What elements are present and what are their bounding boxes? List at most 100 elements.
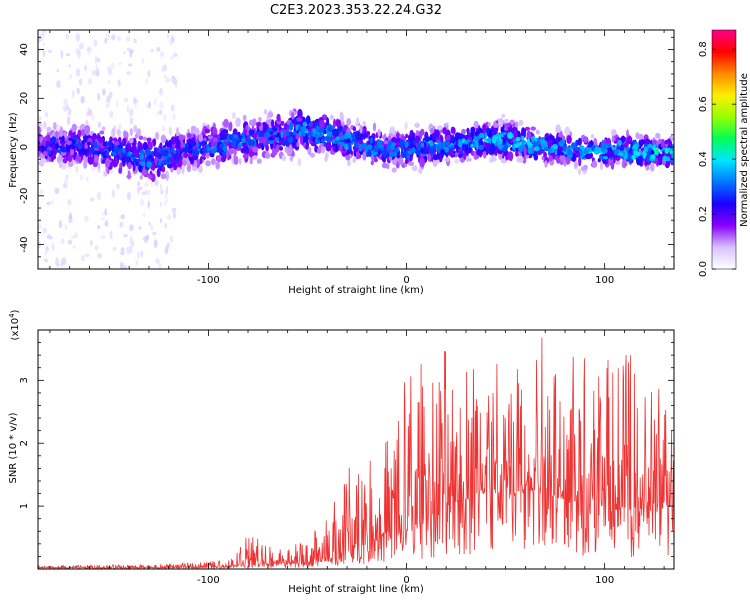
spectrogram-blob xyxy=(288,122,294,131)
spectrogram-blob xyxy=(38,161,42,166)
spectrogram-blob xyxy=(191,166,198,171)
spectrogram-blob xyxy=(146,137,152,142)
spectrogram-hotspot xyxy=(81,148,88,154)
spectrogram-blob xyxy=(107,80,111,84)
spectrogram-hotspot xyxy=(90,148,95,153)
spectrogram-blob xyxy=(142,136,147,141)
spectrogram-blob xyxy=(233,155,239,165)
spectrogram-blob xyxy=(169,235,174,243)
spectrogram-hotspot xyxy=(347,142,351,148)
y-tick-label: 2 xyxy=(19,440,30,446)
spectrogram-blob xyxy=(43,258,49,263)
spectrogram-blob xyxy=(296,141,300,148)
spectrogram-blob xyxy=(150,225,153,231)
spectrogram-blob xyxy=(146,103,149,109)
spectrogram-blob xyxy=(297,108,303,119)
spectrogram-hotspot xyxy=(491,138,497,144)
spectrogram-blob xyxy=(168,126,173,136)
spectrogram-blob xyxy=(623,161,628,167)
spectrogram-blob xyxy=(140,199,145,206)
spectrogram-hotspot xyxy=(241,137,246,143)
spectrogram-blob xyxy=(193,127,200,136)
spectrogram-blob xyxy=(97,225,101,230)
spectrogram-blob xyxy=(305,115,311,126)
spectrogram-hotspot xyxy=(596,147,602,152)
spectrogram-blob xyxy=(345,155,351,161)
spectrogram-blob xyxy=(639,139,646,145)
spectrogram-blob xyxy=(611,129,617,136)
spectrogram-blob xyxy=(102,126,106,131)
spectrogram-blob xyxy=(530,126,536,131)
spectrogram-blob xyxy=(75,48,81,56)
spectrogram-hotspot xyxy=(391,142,396,147)
spectrogram-blob xyxy=(566,135,572,144)
spectrogram-blob xyxy=(391,167,397,173)
spectrogram-blob xyxy=(272,142,277,150)
spectrogram-blob xyxy=(79,174,83,181)
spectrogram-blob xyxy=(164,246,169,255)
spectrogram-blob xyxy=(159,142,163,151)
spectrogram-blob xyxy=(68,108,72,116)
spectrogram-hotspot xyxy=(140,160,146,167)
spectrogram-blob xyxy=(56,69,60,73)
y-tick-label: 20 xyxy=(19,92,30,105)
spectrogram-blob xyxy=(278,140,283,146)
spectrogram-blob xyxy=(68,64,71,68)
spectrogram-blob xyxy=(58,161,63,169)
spectrogram-blob xyxy=(41,158,47,163)
spectrogram-hotspot xyxy=(340,142,345,147)
spectrogram-blob xyxy=(129,224,134,232)
spectrogram-blob xyxy=(671,151,674,159)
x-tick-label: 100 xyxy=(595,575,614,586)
spectrogram-hotspot xyxy=(218,144,225,148)
spectrogram-blob xyxy=(95,63,99,73)
spectrogram-hotspot xyxy=(167,153,172,158)
spectrogram-blob xyxy=(138,226,142,230)
spectrogram-hotspot xyxy=(429,150,435,156)
spectrogram-blob xyxy=(248,149,253,158)
spectrogram-blob xyxy=(83,160,88,169)
spectrogram-blob xyxy=(578,156,582,167)
spectrogram-blob xyxy=(263,109,268,115)
spectrogram-blob xyxy=(61,257,67,266)
spectrogram-blob xyxy=(223,118,229,128)
spectrogram-blob xyxy=(524,126,531,131)
spectrogram-hotspot xyxy=(387,140,392,146)
spectrogram-blob xyxy=(483,150,487,159)
spectrogram-blob xyxy=(297,158,302,167)
spectrogram-blob xyxy=(145,78,148,85)
spectrogram-blob xyxy=(335,119,342,128)
spectrogram-hotspot xyxy=(295,124,299,131)
spectrogram-blob xyxy=(118,62,122,65)
spectrogram-blob xyxy=(287,136,294,144)
spectrogram-blob xyxy=(271,119,275,128)
spectrogram-blob xyxy=(497,117,504,128)
spectrogram-blob xyxy=(106,32,110,41)
spectrogram-blob xyxy=(461,128,466,135)
x-tick-label: -100 xyxy=(197,575,220,586)
spectrogram-blob xyxy=(100,234,106,240)
spectrogram-blob xyxy=(523,146,527,156)
colorbar-label: Normalized spectral amplitude xyxy=(739,73,750,227)
spectrogram-blob xyxy=(138,186,143,191)
colorbar-tick-label: 0.0 xyxy=(698,261,709,277)
spectrogram-blob xyxy=(135,259,139,266)
spectrogram-blob xyxy=(161,125,166,132)
spectrogram-hotspot xyxy=(302,121,307,127)
spectrogram-blob xyxy=(635,132,640,140)
spectrogram-blob xyxy=(526,130,532,139)
spectrogram-blob xyxy=(152,138,157,147)
spectrogram-blob xyxy=(267,111,274,118)
spectrogram-blob xyxy=(635,142,640,148)
spectrogram-hotspot xyxy=(470,143,474,148)
spectrogram-blob xyxy=(168,38,174,46)
spectrogram-blob xyxy=(134,105,138,109)
spectrogram-blob xyxy=(556,157,561,164)
spectrogram-blob xyxy=(40,188,44,197)
spectrogram-blob xyxy=(409,156,413,162)
spectrogram-blob xyxy=(419,157,425,168)
spectrogram-hotspot xyxy=(552,144,558,150)
spectrogram-blob xyxy=(156,46,161,52)
spectrogram-blob xyxy=(396,132,400,139)
spectrogram-blob xyxy=(147,189,151,196)
